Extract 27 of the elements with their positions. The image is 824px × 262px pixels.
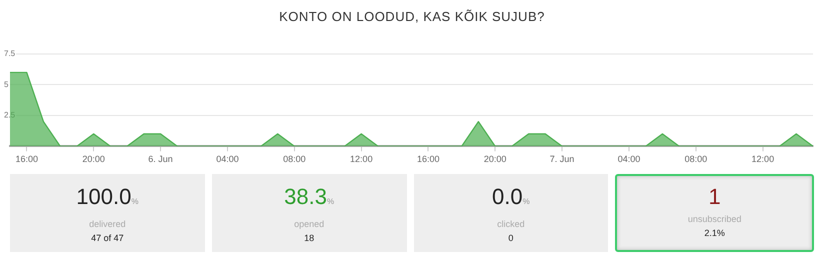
- x-tick-label: 6. Jun: [148, 154, 173, 164]
- x-tick-label: 04:00: [216, 154, 239, 164]
- x-tick-label: 20:00: [82, 154, 105, 164]
- text: 100.0%: [76, 184, 138, 209]
- category-label: unsubscribed: [686, 214, 742, 224]
- text: 0.0%: [492, 184, 530, 209]
- x-tick-label: 7. Jun: [550, 154, 574, 164]
- x-tick-label: 12:00: [752, 154, 774, 164]
- text: 38.3%: [284, 184, 334, 209]
- text: 2.1%: [703, 228, 726, 238]
- text: 47 of 47: [90, 233, 125, 243]
- x-tick-label: 16:00: [15, 154, 38, 164]
- chart-title: KONTO ON LOODUD, KAS KÕIK SUJUB?: [278, 9, 546, 24]
- y-tick-label: 7.5: [4, 49, 16, 58]
- x-tick-label: 08:00: [283, 154, 306, 164]
- text: 18: [303, 233, 316, 243]
- category-label: delivered: [88, 219, 127, 229]
- x-tick-label: 08:00: [684, 154, 708, 164]
- x-tick-label: 04:00: [618, 154, 640, 164]
- text: 1: [708, 184, 721, 209]
- y-tick-label: 5: [4, 80, 9, 89]
- text: 0: [507, 233, 514, 243]
- category-label: opened: [293, 219, 326, 229]
- category-label: clicked: [496, 219, 526, 229]
- x-tick-label: 20:00: [484, 154, 506, 164]
- x-tick-label: 12:00: [350, 154, 373, 164]
- x-tick-label: 16:00: [416, 154, 440, 164]
